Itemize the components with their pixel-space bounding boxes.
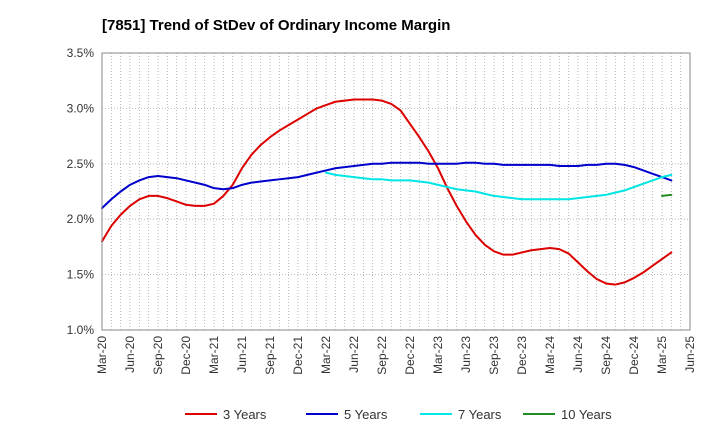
y-tick-label: 2.0% [67, 212, 95, 226]
x-tick-label: Dec-22 [403, 336, 417, 375]
x-tick-label: Dec-24 [627, 336, 641, 375]
series-line-3-years [101, 98, 673, 286]
legend-label: 5 Years [344, 407, 388, 422]
legend-label: 3 Years [223, 407, 267, 422]
y-tick-label: 3.0% [67, 101, 95, 115]
x-tick-label: Mar-25 [655, 336, 669, 374]
x-tick-label: Jun-20 [123, 336, 137, 373]
x-tick-label: Sep-24 [599, 336, 613, 375]
plot-frame [101, 52, 691, 331]
x-tick-label: Mar-24 [543, 336, 557, 374]
y-tick-label: 3.5% [67, 46, 95, 60]
x-tick-label: Jun-25 [683, 336, 697, 373]
series-line-10-years [661, 193, 673, 197]
x-tick-label: Sep-23 [487, 336, 501, 375]
y-tick-label: 1.5% [67, 268, 95, 282]
x-tick-label: Jun-23 [459, 336, 473, 373]
x-axis: Mar-20 Jun-20 Sep-20 Dec-20 Mar-21 Jun-21 Sep-… [95, 336, 697, 375]
x-tick-label: Dec-21 [291, 336, 305, 375]
chart-title: [7851] Trend of StDev of Ordinary Income… [102, 17, 450, 34]
x-tick-label: Mar-22 [319, 336, 333, 374]
y-axis: 1.0% 1.5% 2.0% 2.5% 3.0% 3.5% [67, 46, 95, 337]
y-tick-label: 2.5% [67, 157, 95, 171]
x-tick-label: Mar-20 [95, 336, 109, 374]
x-tick-label: Jun-22 [347, 336, 361, 373]
legend-label: 7 Years [458, 407, 502, 422]
x-tick-label: Jun-21 [235, 336, 249, 373]
x-tick-label: Dec-23 [515, 336, 529, 375]
legend-label: 10 Years [561, 407, 612, 422]
y-tick-label: 1.0% [67, 323, 95, 337]
grid [101, 52, 691, 331]
x-tick-label: Mar-23 [431, 336, 445, 374]
x-tick-label: Mar-21 [207, 336, 221, 374]
legend: 3 Years 5 Years 7 Years 10 Years [185, 407, 612, 422]
x-tick-label: Sep-22 [375, 336, 389, 375]
x-tick-label: Jun-24 [571, 336, 585, 373]
x-tick-label: Sep-20 [151, 336, 165, 375]
x-tick-label: Sep-21 [263, 336, 277, 375]
series-line-5-years [101, 161, 673, 210]
series-lines [101, 98, 673, 286]
series-line-7-years [325, 171, 673, 201]
x-tick-label: Dec-20 [179, 336, 193, 375]
